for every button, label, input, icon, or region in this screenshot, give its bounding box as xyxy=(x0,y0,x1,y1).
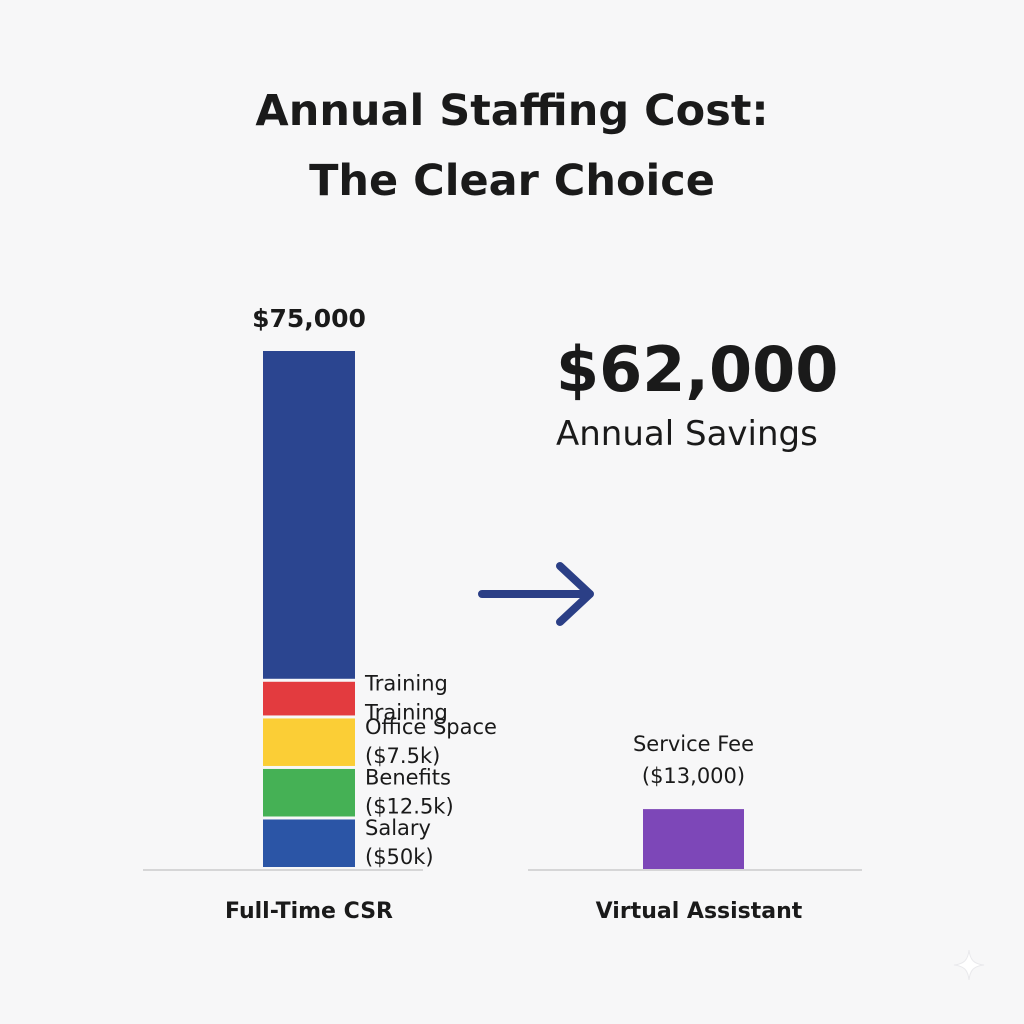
savings-amount: $62,000 xyxy=(556,333,839,406)
segment-label: Training xyxy=(364,672,448,696)
bar-segment xyxy=(263,768,355,817)
bar-segment xyxy=(263,351,355,679)
bar-segment xyxy=(263,718,355,766)
segment-label: ($12.5k) xyxy=(365,795,454,819)
right-arrow-icon xyxy=(478,562,594,626)
segment-label: ($50k) xyxy=(365,845,434,869)
category-label-virtual-assistant: Virtual Assistant xyxy=(596,899,803,924)
chart-title-line-1: Annual Staffing Cost: xyxy=(255,86,769,136)
service-fee-label: ($13,000) xyxy=(642,764,745,788)
savings-caption: Annual Savings xyxy=(556,414,818,454)
savings-callout: $62,000 Annual Savings xyxy=(556,332,876,460)
bar-segment xyxy=(263,819,355,867)
virtual-assistant-bar: Service Fee ($13,000) xyxy=(633,732,754,869)
segment-label: ($7.5k) xyxy=(365,744,440,768)
category-label-fulltime: Full-Time CSR xyxy=(225,899,393,924)
segment-label: Office Space xyxy=(365,715,497,739)
total-label: $75,000 xyxy=(252,304,366,333)
bar-service-fee xyxy=(643,809,744,869)
segment-label: Salary xyxy=(365,816,431,840)
chart-title: Annual Staffing Cost: The Clear Choice xyxy=(0,76,1024,216)
service-fee-label: Service Fee xyxy=(633,732,754,756)
segment-label: Benefits xyxy=(365,766,451,790)
fulltime-csr-bar: Salary ($50k) Benefits ($12.5k) Office Space… xyxy=(252,304,497,869)
chart-title-line-2: The Clear Choice xyxy=(309,156,715,206)
bar-segment xyxy=(263,681,355,716)
sparkle-icon xyxy=(953,949,985,981)
segment-label: Training xyxy=(364,701,448,725)
